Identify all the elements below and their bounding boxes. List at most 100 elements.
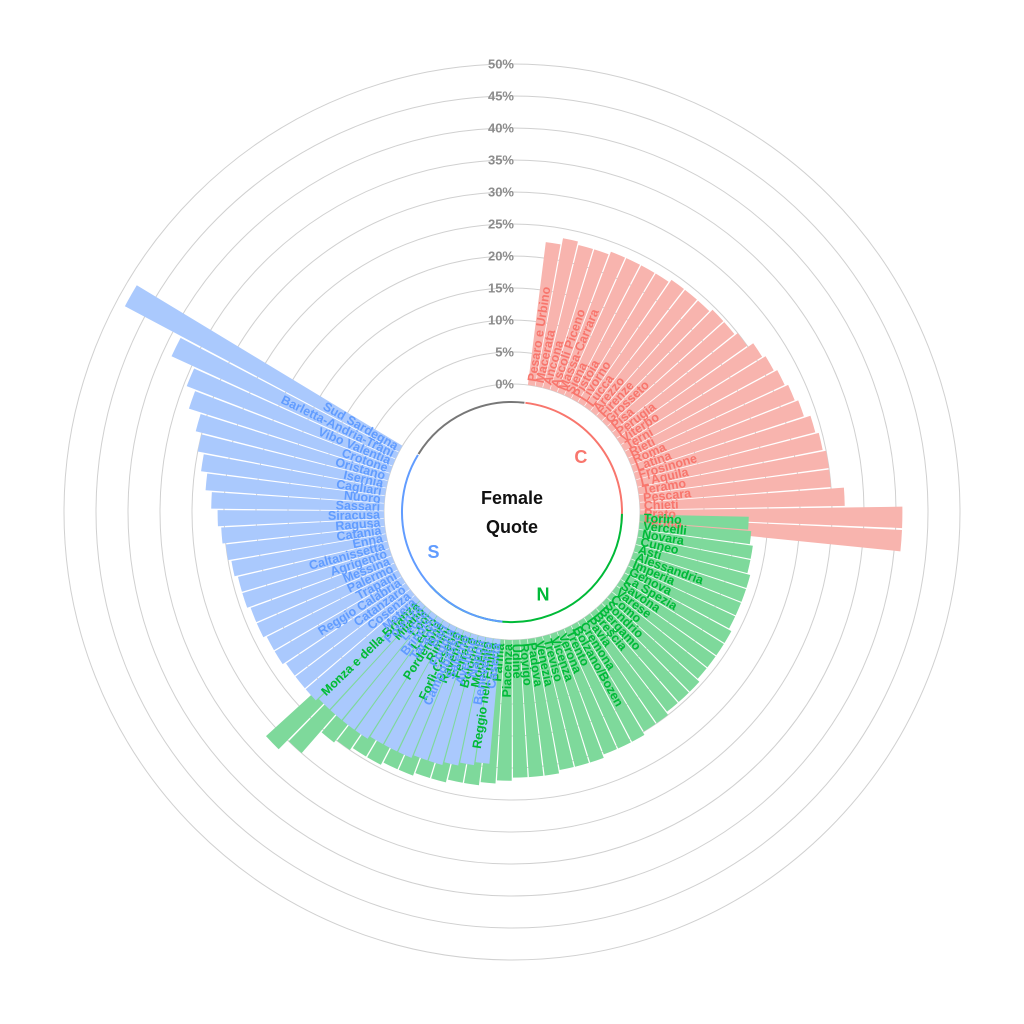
bar <box>256 563 398 638</box>
bar <box>596 300 710 421</box>
bar <box>186 368 396 466</box>
bar <box>197 434 388 488</box>
bar <box>444 635 486 766</box>
bar <box>584 613 669 724</box>
bar <box>637 529 753 559</box>
bar <box>527 637 560 776</box>
group-arcs: C N S <box>401 401 623 623</box>
bar <box>460 637 493 766</box>
bar-label: Pescara <box>643 486 693 505</box>
bar <box>520 639 544 778</box>
bar-label: Ragusa <box>335 516 382 534</box>
bar <box>557 251 626 396</box>
bar <box>231 533 388 577</box>
bar <box>221 518 385 544</box>
bar <box>428 633 479 765</box>
bar <box>564 258 641 399</box>
bar-label: Prato <box>644 507 677 521</box>
bar <box>171 337 399 459</box>
bar <box>413 630 471 761</box>
bar <box>638 469 832 503</box>
bar <box>578 273 669 407</box>
bar <box>635 537 751 574</box>
bar <box>242 548 392 608</box>
bar-label: Sassari <box>335 498 380 514</box>
bar <box>266 570 402 651</box>
bar <box>330 606 431 720</box>
bar <box>616 343 763 445</box>
bar <box>542 244 594 390</box>
bar-label: Chieti <box>644 497 679 513</box>
axis-tick-label: 45% <box>488 89 514 104</box>
bar <box>624 566 736 629</box>
axis-tick-labels: 0% 5% 10% 15% 20% 25% 30% 35% 40% 45% 50% <box>488 57 514 392</box>
bar <box>475 638 501 764</box>
bar <box>512 639 528 778</box>
bar <box>295 589 415 689</box>
group-arc <box>525 401 623 524</box>
bar <box>607 322 735 433</box>
bar <box>620 573 732 643</box>
bar-label: Torino <box>644 511 683 527</box>
bar <box>237 541 390 592</box>
bar <box>607 592 707 679</box>
bar <box>398 627 464 758</box>
bar-label: Padova <box>525 641 546 688</box>
bar <box>638 522 752 545</box>
bar <box>225 526 386 561</box>
group-letter: S <box>427 542 439 562</box>
bar <box>542 634 589 767</box>
gap-arc <box>417 401 525 455</box>
axis-tick-label: 15% <box>488 281 514 296</box>
bar <box>318 601 426 710</box>
bar <box>631 400 804 473</box>
grid-ring <box>383 383 641 641</box>
bar <box>624 370 785 458</box>
bar <box>616 579 724 656</box>
axis-tick-label: 40% <box>488 121 514 136</box>
bar <box>535 238 578 388</box>
grid-ring <box>95 95 929 929</box>
bar-label: Nuoro <box>343 488 381 506</box>
bar <box>621 356 774 452</box>
bar <box>639 506 903 529</box>
axis-tick-label: 5% <box>495 345 514 360</box>
bar <box>628 384 795 465</box>
bar <box>590 289 697 416</box>
bar <box>250 556 395 623</box>
bar-label: Vercelli <box>642 519 687 538</box>
grid-ring <box>63 63 961 961</box>
bar <box>577 617 656 732</box>
bar <box>571 265 655 403</box>
bar <box>205 473 386 503</box>
group-letter: C <box>574 447 587 467</box>
bar <box>496 639 512 781</box>
bar <box>557 629 617 755</box>
bar <box>355 616 444 739</box>
bar <box>596 603 689 703</box>
bar-label: Asti <box>637 543 664 563</box>
bar <box>188 391 393 474</box>
bar <box>550 631 604 763</box>
axis-tick-label: 30% <box>488 185 514 200</box>
bar <box>571 622 645 742</box>
bar <box>211 492 385 511</box>
bar <box>195 414 390 481</box>
bar-label: Enna <box>351 531 385 551</box>
bar <box>633 544 751 588</box>
bar <box>631 552 747 602</box>
bar <box>612 586 716 668</box>
center-title-line-1: Female <box>481 488 543 508</box>
bar-label: Piacenza <box>500 643 516 698</box>
bar <box>584 279 684 411</box>
bar <box>628 559 742 616</box>
group-arc <box>401 454 503 623</box>
bar <box>288 603 428 754</box>
bar <box>217 510 385 527</box>
center-title: Female Quote <box>481 488 543 537</box>
axis-tick-label: 50% <box>488 57 514 72</box>
bar <box>602 309 724 427</box>
bar <box>612 333 748 439</box>
bar <box>370 620 450 745</box>
